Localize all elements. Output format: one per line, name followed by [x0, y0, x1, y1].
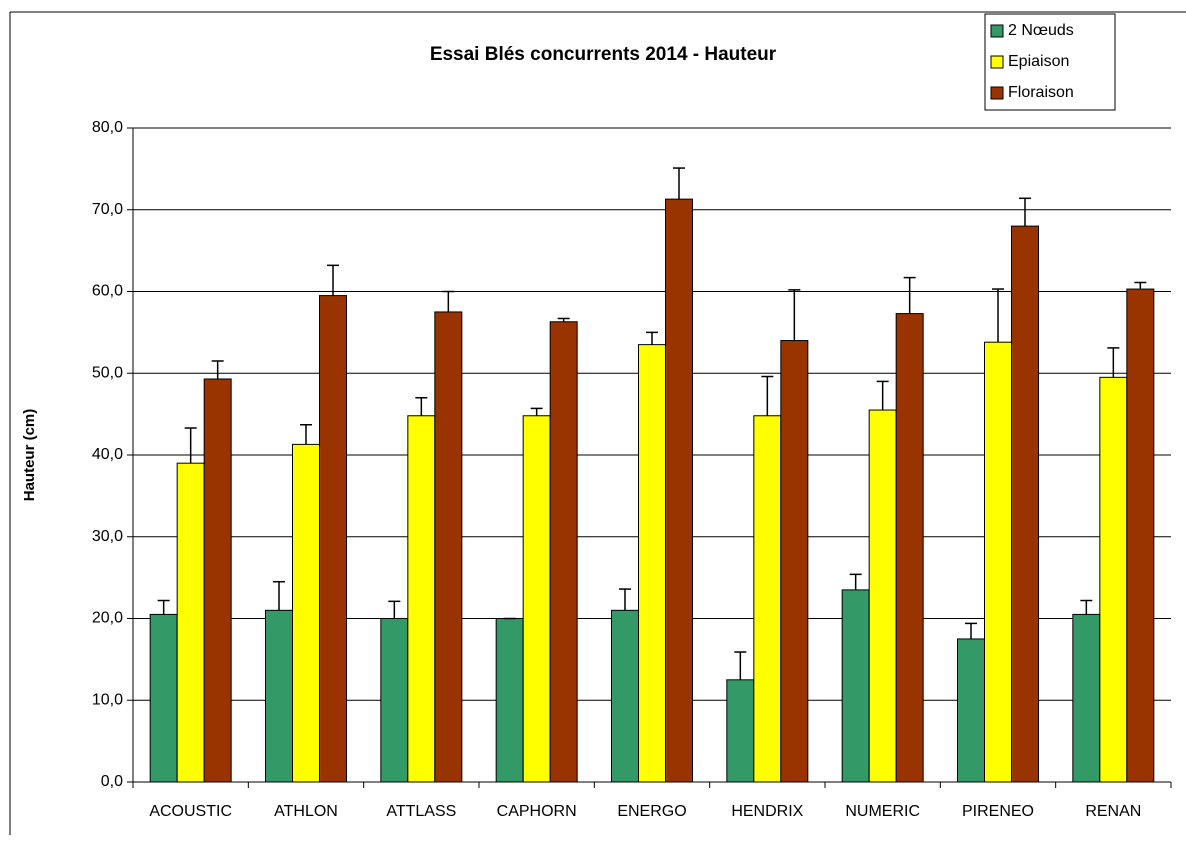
bar — [984, 341, 1012, 783]
bar — [265, 609, 293, 783]
bar — [380, 618, 409, 783]
y-tick-label: 80,0 — [92, 119, 123, 136]
bar — [549, 321, 578, 783]
bar — [434, 311, 463, 783]
x-tick-label: PIRENEO — [962, 803, 1034, 820]
legend-label: 2 Nœuds — [1008, 22, 1074, 39]
bar — [292, 443, 320, 783]
y-tick-label: 10,0 — [92, 691, 123, 708]
x-tick-label: RENAN — [1085, 803, 1141, 820]
y-tick-label: 30,0 — [92, 528, 123, 545]
bar — [611, 609, 639, 783]
x-tick-label: ATTLASS — [386, 803, 456, 820]
legend-swatch — [990, 24, 1004, 38]
x-tick-label: HENDRIX — [731, 803, 803, 820]
bar — [1011, 225, 1039, 783]
bar — [868, 409, 897, 783]
bar — [665, 198, 693, 783]
bar — [957, 638, 985, 783]
y-tick-label: 20,0 — [92, 610, 123, 627]
chart-title: Essai Blés concurrents 2014 - Hauteur — [430, 44, 777, 65]
bar — [638, 344, 666, 783]
x-tick-label: ACOUSTIC — [149, 803, 232, 820]
x-tick-label: NUMERIC — [845, 803, 920, 820]
legend-label: Floraison — [1008, 84, 1074, 101]
bar — [495, 618, 524, 783]
bar — [149, 613, 178, 783]
bar — [407, 415, 436, 783]
y-tick-label: 60,0 — [92, 283, 123, 300]
y-tick-label: 50,0 — [92, 364, 123, 381]
y-tick-label: 70,0 — [92, 201, 123, 218]
bar — [895, 313, 924, 783]
bar — [176, 462, 205, 783]
bar — [726, 679, 755, 783]
legend-label: Epiaison — [1008, 53, 1069, 70]
bar — [1099, 376, 1128, 783]
y-axis-label: Hauteur (cm) — [21, 409, 38, 502]
bar — [203, 378, 232, 783]
bar — [1126, 288, 1155, 783]
bar — [1072, 613, 1101, 783]
x-tick-label: ATHLON — [274, 803, 338, 820]
legend-swatch — [990, 86, 1004, 100]
legend-box — [984, 13, 1116, 111]
x-tick-label: ENERGO — [617, 803, 686, 820]
bar — [319, 295, 347, 783]
y-tick-label: 0,0 — [101, 773, 123, 790]
bar — [780, 340, 809, 783]
bar — [753, 415, 782, 783]
bar — [522, 415, 551, 783]
bar — [841, 589, 870, 783]
y-tick-label: 40,0 — [92, 446, 123, 463]
legend-swatch — [990, 55, 1004, 69]
x-tick-label: CAPHORN — [497, 803, 577, 820]
